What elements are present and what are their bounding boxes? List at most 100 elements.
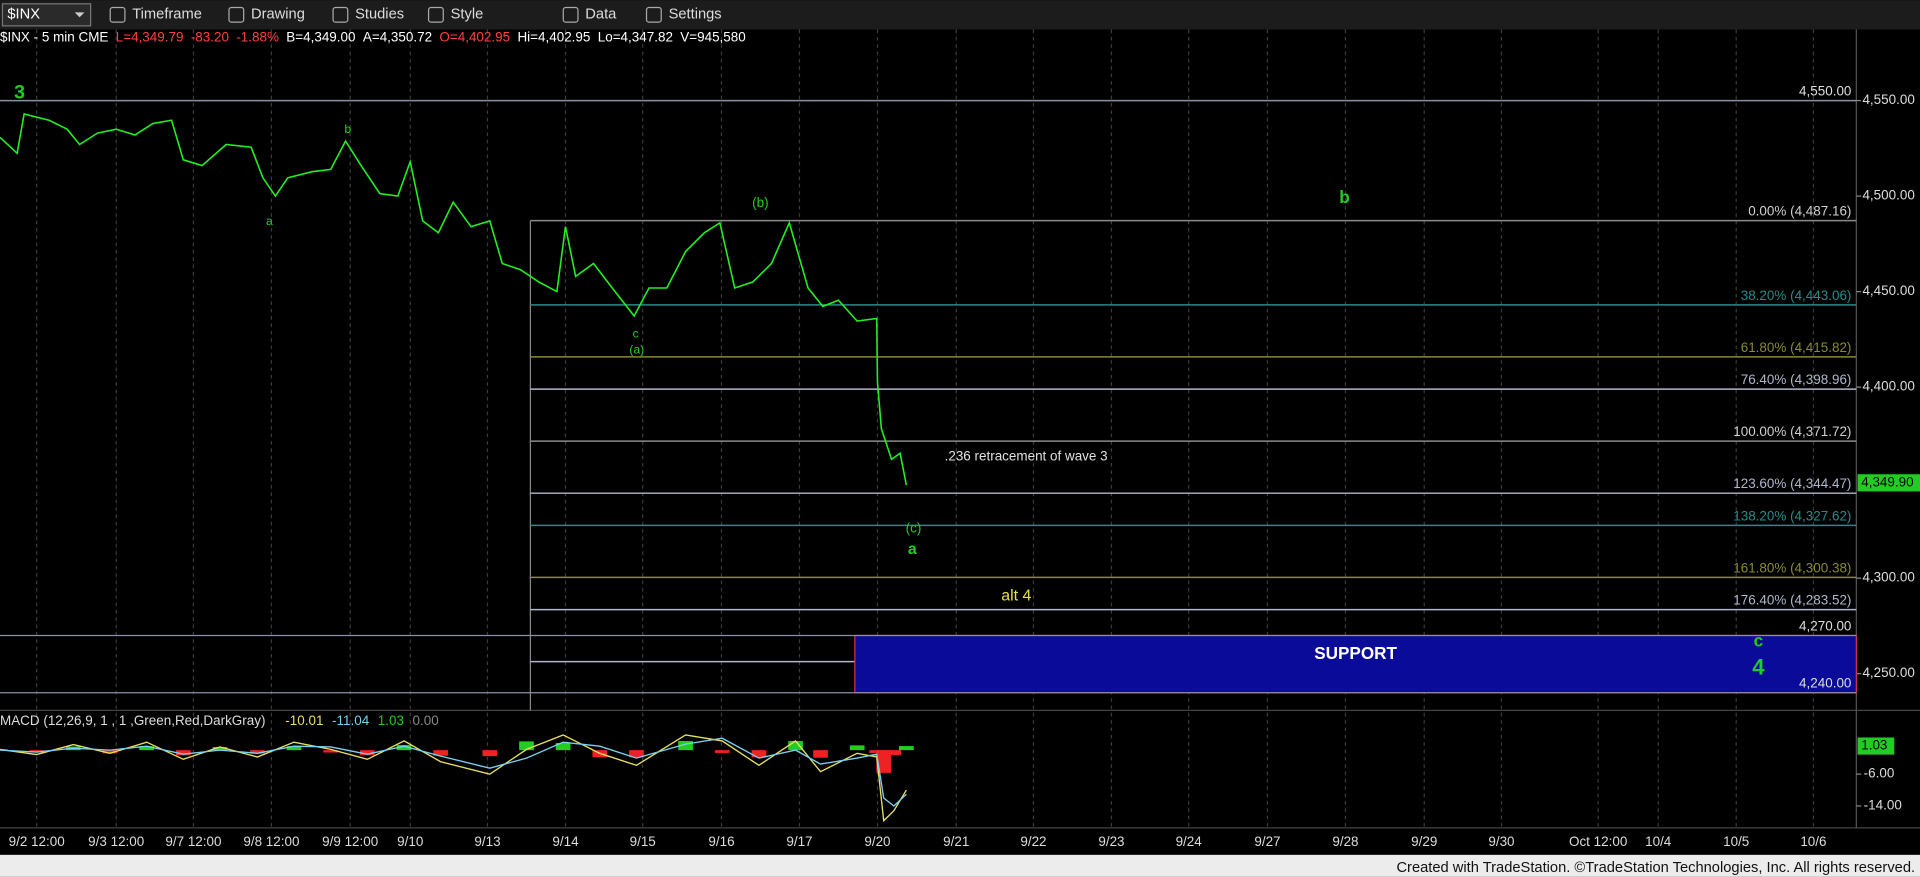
wave-label: (b)	[752, 195, 768, 210]
header-item: -83.20	[191, 30, 229, 45]
x-tick-label: 9/15	[630, 834, 656, 849]
histogram-bar	[482, 750, 498, 757]
histogram-bar	[102, 750, 118, 754]
fib-label: 61.80% (4,415.82)	[1741, 340, 1852, 355]
histogram-bar	[813, 750, 828, 758]
toolbar-button[interactable]: Studies	[355, 7, 404, 23]
price-line	[0, 113, 908, 486]
symbol[interactable]: $INX	[7, 7, 40, 23]
fib-label: 76.40% (4,398.96)	[1741, 372, 1852, 387]
header-item: V=945,580	[680, 30, 745, 45]
toolbar-button[interactable]: Timeframe	[132, 7, 202, 23]
x-tick-label: 9/28	[1332, 834, 1358, 849]
header-item: A=4,350.72	[363, 30, 432, 45]
footer: Created with TradeStation. ©TradeStation…	[1396, 860, 1915, 876]
histogram-bar	[714, 750, 730, 753]
x-tick-label: 9/23	[1098, 834, 1124, 849]
toolbar-icon	[645, 6, 662, 23]
x-tick-label: 9/21	[943, 834, 969, 849]
histogram-bar	[360, 750, 375, 756]
fib-label: 0.00% (4,487.16)	[1748, 204, 1851, 219]
y-tick-label: 4,550.00	[1862, 92, 1914, 107]
last-price-box	[1857, 474, 1920, 492]
wave-label: 4	[1752, 655, 1765, 680]
histogram-bar	[898, 746, 914, 751]
histogram-bar	[519, 741, 534, 751]
x-tick-label: 9/13	[474, 834, 500, 849]
x-tick-label: Oct 12:00	[1569, 834, 1627, 849]
fib-label: 176.40% (4,283.52)	[1733, 593, 1851, 608]
toolbar-button[interactable]: Drawing	[251, 7, 305, 23]
wave-label: a	[908, 541, 917, 558]
macd-reading: 1.03	[378, 713, 404, 728]
wave-label: 3	[14, 81, 25, 103]
dropdown-arrow	[74, 12, 85, 18]
x-tick-label: 9/20	[864, 834, 890, 849]
histogram-bar	[396, 744, 412, 751]
footer-bar	[0, 854, 1920, 877]
fib-label: 100.00% (4,371.72)	[1733, 424, 1851, 439]
histogram-bar	[555, 742, 571, 751]
y-tick-label: 4,500.00	[1862, 188, 1914, 203]
header-item: -1.88%	[236, 30, 279, 45]
last-price-label: 4,349.90	[1861, 474, 1913, 489]
toolbar-icon	[109, 6, 126, 23]
toolbar-button[interactable]: Settings	[669, 7, 722, 23]
symbol-box[interactable]	[1, 3, 92, 27]
histogram-bar	[286, 746, 302, 751]
toolbar-icon	[228, 6, 245, 23]
x-tick-label: 9/29	[1411, 834, 1437, 849]
header-item: L=4,349.79	[116, 30, 184, 45]
x-tick-label: 9/9 12:00	[322, 834, 378, 849]
x-tick-label: 10/4	[1645, 834, 1672, 849]
zone-line-label: 4,240.00	[1799, 676, 1851, 691]
y-tick-label: -6.00	[1864, 766, 1895, 781]
last-value-label: 1.03	[1861, 738, 1887, 753]
toolbar-icon	[562, 6, 579, 23]
x-tick-label: 10/6	[1800, 834, 1826, 849]
y-tick-label: 4,300.00	[1862, 570, 1914, 585]
x-tick-label: 10/5	[1723, 834, 1749, 849]
x-tick-label: 9/7 12:00	[165, 834, 221, 849]
histogram-bar	[212, 746, 228, 751]
toolbar-button[interactable]: Data	[585, 7, 617, 23]
x-tick-label: 9/10	[397, 834, 423, 849]
toolbar-icon	[332, 6, 349, 23]
wave-label: b	[1339, 187, 1349, 207]
header-item: O=4,402.95	[439, 30, 510, 45]
histogram-bar	[175, 750, 191, 756]
x-tick-label: 9/22	[1020, 834, 1046, 849]
macd-reading: -10.01	[285, 713, 323, 728]
wave-label: c	[632, 327, 638, 341]
toolbar	[0, 0, 1920, 30]
fib-label: 123.60% (4,344.47)	[1733, 476, 1851, 491]
histogram-bar	[788, 740, 803, 751]
fib-label: 38.20% (4,443.06)	[1741, 288, 1852, 303]
y-tick-label: -14.00	[1864, 798, 1902, 813]
header-item: Hi=4,402.95	[517, 30, 590, 45]
y-tick-label: 4,400.00	[1862, 379, 1914, 394]
histogram-bar	[250, 750, 265, 754]
wave-label: alt 4	[1001, 588, 1031, 605]
macd-line	[0, 737, 907, 807]
x-tick-label: 9/14	[552, 834, 579, 849]
histogram-bar	[29, 750, 45, 753]
histogram-bar	[678, 740, 693, 751]
support-zone	[854, 634, 1857, 694]
x-tick-label: 9/8 12:00	[243, 834, 299, 849]
fib-label: 138.20% (4,327.62)	[1733, 508, 1851, 523]
last-value-box	[1857, 737, 1895, 755]
toolbar-button[interactable]: Style	[451, 7, 484, 23]
zone-line-label: 4,270.00	[1799, 618, 1851, 633]
histogram-bar	[323, 750, 339, 753]
y-tick-label: 4,450.00	[1862, 283, 1914, 298]
wave-label: .236 retracement of wave 3	[945, 448, 1108, 463]
support-label: SUPPORT	[1314, 643, 1397, 663]
wave-label: b	[344, 122, 351, 136]
x-tick-label: 9/30	[1488, 834, 1514, 849]
header-item: Lo=4,347.82	[598, 30, 673, 45]
x-tick-label: 9/2 12:00	[9, 834, 65, 849]
